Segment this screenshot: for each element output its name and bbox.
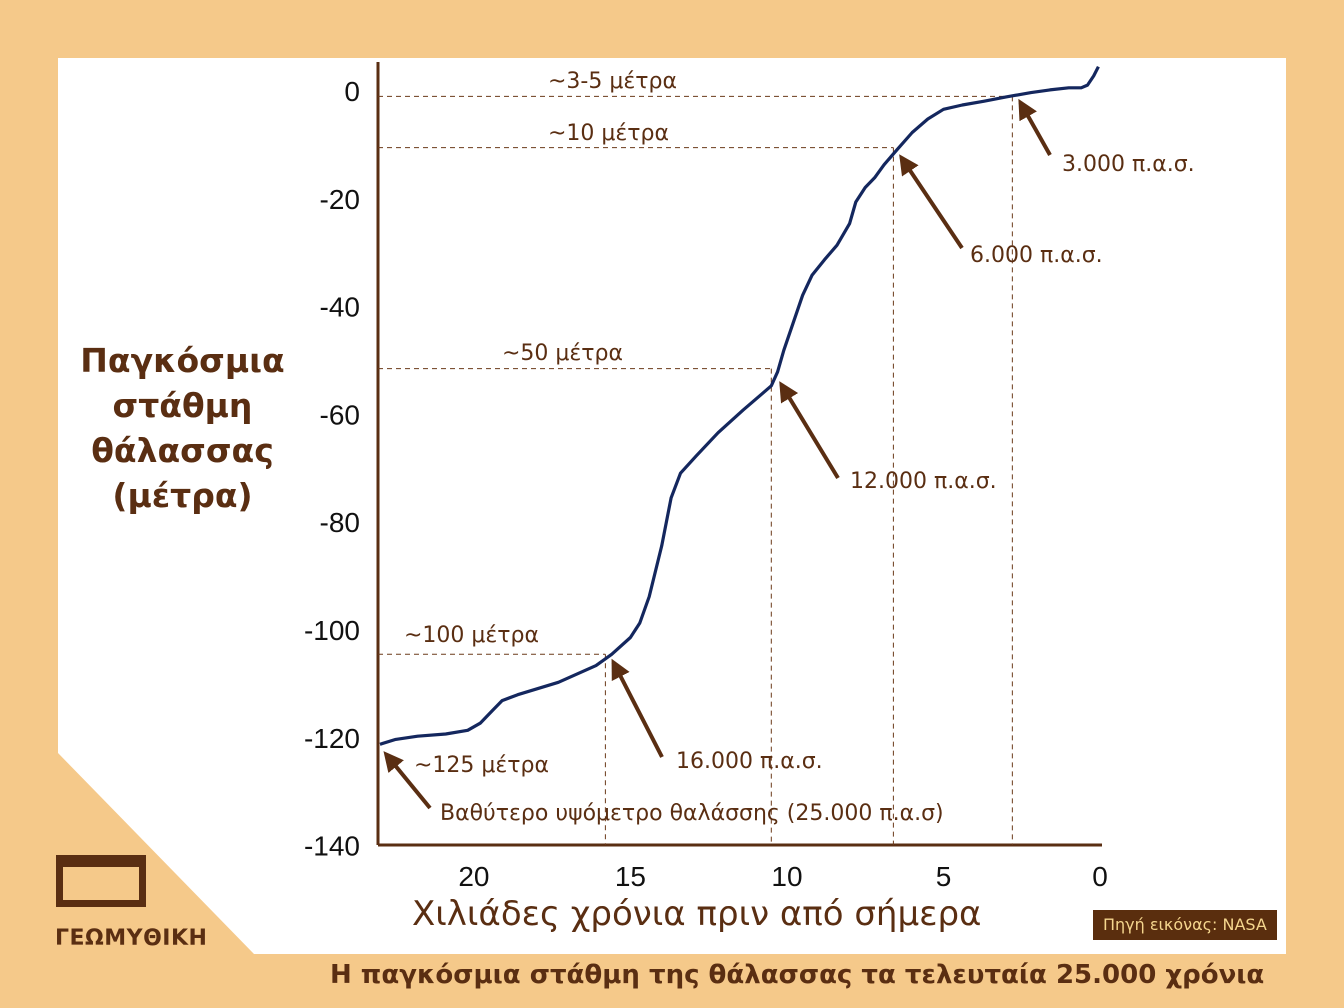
y-axis-label: Παγκόσμια στάθμη θάλασσας (μέτρα) xyxy=(70,338,295,518)
annotation-label: ~125 μέτρα xyxy=(414,753,549,778)
y-tick-label: -80 xyxy=(320,507,360,538)
annotation-label: 3.000 π.α.σ. xyxy=(1062,152,1195,177)
source-badge: Πηγή εικόνας: NASA xyxy=(1093,910,1277,940)
y-axis-label-line: στάθμη xyxy=(112,386,253,425)
x-axis-label: Χιλιάδες χρόνια πριν από σήμερα xyxy=(412,894,982,934)
annotation-label: Βαθύτερο υψόμετρο θαλάσσης (25.000 π.α.σ… xyxy=(440,801,944,826)
logo-text: ΓΕΩΜΥΘΙΚΗ xyxy=(55,926,208,951)
y-tick-label: -20 xyxy=(320,184,360,215)
reference-label: ~10 μέτρα xyxy=(548,121,669,146)
y-tick-label: -120 xyxy=(304,723,360,754)
annotation-label: 6.000 π.α.σ. xyxy=(970,243,1103,268)
reference-label: ~3-5 μέτρα xyxy=(548,69,677,94)
sea-level-line xyxy=(379,65,1100,746)
y-axis-label-line: (μέτρα) xyxy=(112,476,253,515)
y-tick-label: -40 xyxy=(320,292,360,323)
y-tick-label: -140 xyxy=(304,831,360,862)
y-axis-label-line: θάλασσας xyxy=(91,431,274,470)
x-tick-label: 5 xyxy=(936,861,952,892)
annotation-label: 12.000 π.α.σ. xyxy=(850,469,997,494)
annotation-label: 16.000 π.α.σ. xyxy=(676,749,823,774)
x-tick-label: 10 xyxy=(771,861,802,892)
y-tick-label: -60 xyxy=(320,399,360,430)
annotation-arrow xyxy=(1018,98,1052,156)
annotation-arrow xyxy=(779,381,840,480)
annotation-arrow xyxy=(383,751,432,810)
chart-panel xyxy=(58,58,1286,954)
page-caption: Η παγκόσμια στάθμη της θάλασσας τα τελευ… xyxy=(330,960,1265,990)
x-tick-label: 15 xyxy=(615,861,646,892)
reference-label: ~50 μέτρα xyxy=(502,341,623,366)
x-tick-label: 20 xyxy=(458,861,489,892)
y-tick-label: -100 xyxy=(304,615,360,646)
reference-label: ~100 μέτρα xyxy=(404,623,539,648)
x-tick-label: 0 xyxy=(1092,861,1108,892)
annotation-arrow xyxy=(899,154,964,250)
annotation-arrow xyxy=(611,658,664,758)
y-axis-label-line: Παγκόσμια xyxy=(80,341,285,380)
logo-icon xyxy=(56,855,146,907)
y-tick-label: 0 xyxy=(344,76,360,107)
